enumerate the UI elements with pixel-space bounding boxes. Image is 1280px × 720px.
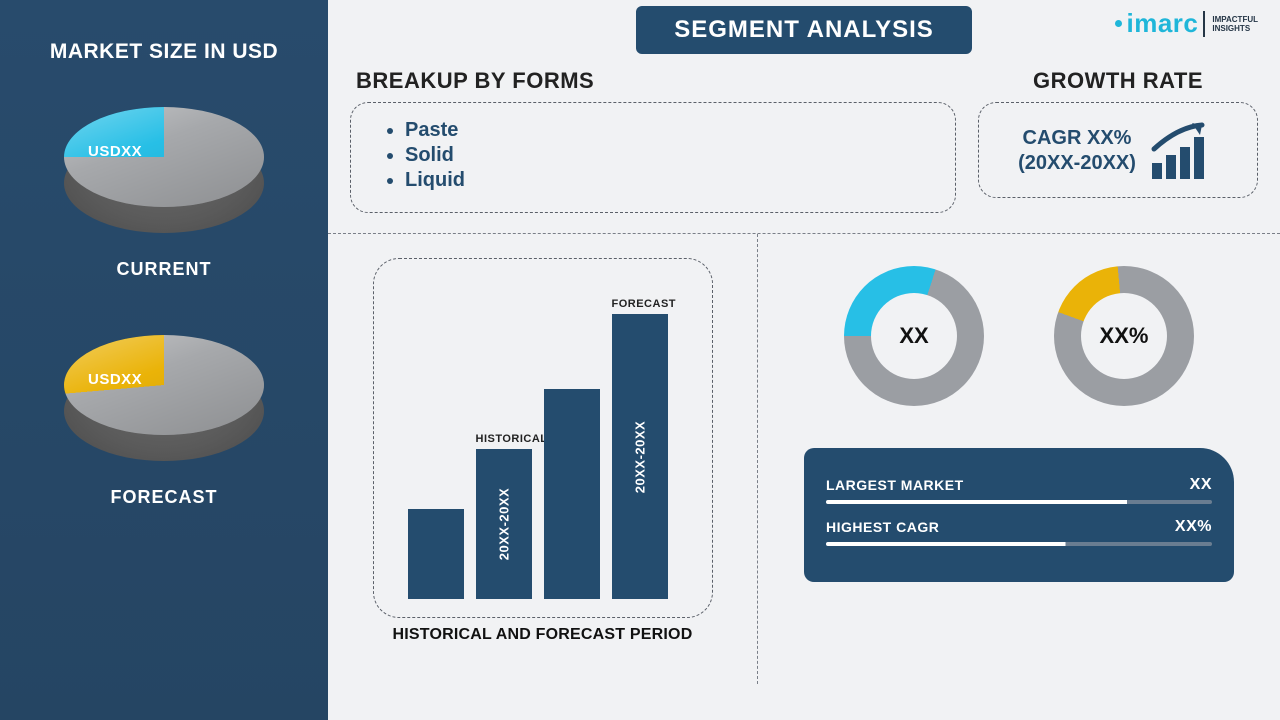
logo-tagline: IMPACTFUL INSIGHTS [1212,15,1258,33]
bar-period-label: 20XX-20XX [632,420,647,492]
pie-current-caption: CURRENT [117,259,212,280]
logo-tagline-2: INSIGHTS [1212,24,1258,33]
donut-row: XX XX% [844,266,1194,406]
breakup-item: Solid [405,144,927,167]
growth-line2: (20XX-20XX) [1018,151,1136,176]
metric-value: XX% [1175,518,1212,536]
metric-progress-bar [826,542,1212,546]
donut-0: XX [844,266,984,406]
donut-center-label: XX% [1081,293,1167,379]
donut-center-label: XX [871,293,957,379]
sidebar-market-size: MARKET SIZE IN USD USDXX CURRENT USDXX F… [0,0,328,720]
bar [544,389,600,599]
bar-top-tag: FORECAST [612,298,668,310]
brand-logo: imarc IMPACTFUL INSIGHTS [1115,8,1258,39]
donut-1: XX% [1054,266,1194,406]
growth-chart-icon [1148,119,1218,183]
metric-label: LARGEST MARKET [826,477,964,493]
metric-row: HIGHEST CAGR XX% [826,518,1212,536]
growth-box: CAGR XX% (20XX-20XX) [978,102,1258,198]
growth-line1: CAGR XX% [1018,126,1136,151]
bar: 20XX-20XXFORECAST [612,314,668,599]
pie-current-block: USDXX CURRENT [64,97,264,280]
metrics-panel: XX XX% LARGEST MARKET XX HIGHEST CAGR XX% [758,234,1280,684]
page-title: SEGMENT ANALYSIS [636,6,972,54]
logo-word: imarc [1126,8,1198,39]
growth-text: CAGR XX% (20XX-20XX) [1018,126,1136,176]
pie-forecast-label: USDXX [88,371,142,388]
breakup-item: Paste [405,119,927,142]
pie-current-label: USDXX [88,143,142,160]
metric-card: LARGEST MARKET XX HIGHEST CAGR XX% [804,448,1234,582]
bar: 20XX-20XXHISTORICAL [476,449,532,599]
bar-top-tag: HISTORICAL [476,433,532,445]
donut-ring: XX [844,266,984,406]
pie-current: USDXX [64,97,264,237]
sidebar-title: MARKET SIZE IN USD [50,40,278,64]
breakup-item: Liquid [405,169,927,192]
metric-progress-bar [826,500,1212,504]
bar-chart: 20XX-20XXHISTORICAL20XX-20XXFORECAST [373,258,713,618]
metric-label: HIGHEST CAGR [826,519,939,535]
breakup-box: PasteSolidLiquid [350,102,956,213]
historical-forecast-panel: 20XX-20XXHISTORICAL20XX-20XXFORECAST HIS… [328,234,758,684]
main-panel: imarc IMPACTFUL INSIGHTS SEGMENT ANALYSI… [328,0,1280,720]
metric-row: LARGEST MARKET XX [826,476,1212,494]
donut-ring: XX% [1054,266,1194,406]
bar-chart-caption: HISTORICAL AND FORECAST PERIOD [393,626,693,644]
bar-period-label: 20XX-20XX [496,488,511,560]
logo-divider-icon [1203,11,1205,37]
pie-forecast: USDXX [64,325,264,465]
breakup-header: BREAKUP BY FORMS [356,68,956,94]
logo-tagline-1: IMPACTFUL [1212,15,1258,24]
logo-dot-icon [1115,20,1122,27]
pie-forecast-caption: FORECAST [111,487,218,508]
metric-value: XX [1190,476,1212,494]
breakup-list: PasteSolidLiquid [379,119,927,192]
pie-forecast-block: USDXX FORECAST [64,325,264,508]
bar [408,509,464,599]
growth-header: GROWTH RATE [978,68,1258,94]
